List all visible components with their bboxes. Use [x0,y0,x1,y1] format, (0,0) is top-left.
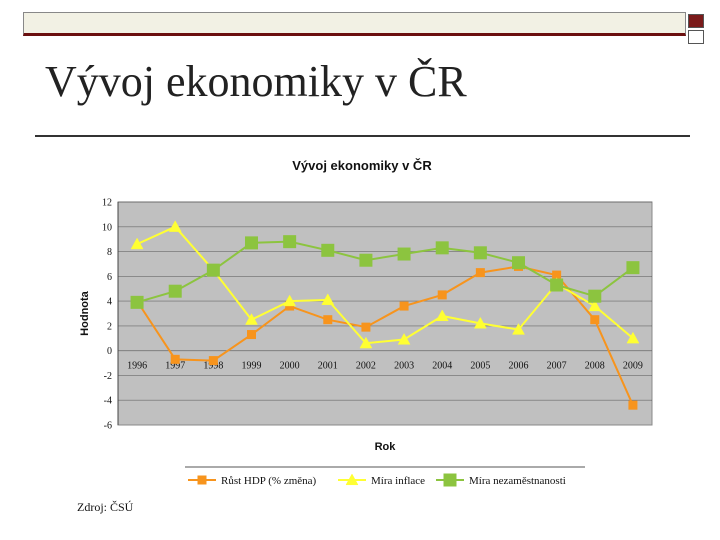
y-axis-title: Hodnota [79,290,91,335]
series-1-point [399,301,409,311]
series-1-point [323,315,333,325]
x-tick-label: 2006 [509,361,529,372]
y-tick-label: -4 [104,396,112,407]
x-tick-label: 2000 [280,361,300,372]
y-tick-label: 10 [102,222,112,233]
series-2-point [588,299,602,312]
series-3-point [206,263,220,277]
y-tick-label: -2 [104,371,112,382]
x-tick-label: 1996 [127,361,147,372]
legend-swatch-marker [443,473,457,487]
series-2-point [626,331,640,344]
series-1-point [552,270,562,280]
legend-label: Růst HDP (% změna) [221,475,317,487]
series-3-point [130,295,144,309]
series-1-point [590,315,600,325]
x-tick-label: 2005 [470,361,490,372]
series-2-point [321,293,335,305]
series-2-point [283,294,297,307]
series-2-point [245,313,258,325]
slide-corner-decoration [688,14,708,46]
series-3-point [359,253,373,267]
series-3-point [283,235,297,249]
x-tick-label: 2002 [356,361,376,372]
title-divider [35,135,690,137]
series-3-point [473,246,487,260]
series-3-point [435,241,449,255]
y-tick-label: -6 [104,421,112,432]
y-tick-label: 2 [107,321,112,332]
plot-area [117,201,653,426]
y-tick-label: 12 [102,198,112,209]
source-note: Zdroj: ČSÚ [77,500,134,514]
y-tick-label: 8 [107,247,112,258]
legend-label: Míra inflace [371,475,425,487]
series-1-point [628,400,638,410]
x-tick-label: 2003 [394,361,414,372]
y-tick-label: 6 [107,272,112,283]
series-1-point [247,330,256,340]
corner-box-dark [688,14,704,28]
series-3-point [245,236,258,250]
series-2-point [473,316,487,329]
x-tick-label: 2004 [432,361,452,372]
series-1-point [170,354,180,364]
legend-label: Míra nezaměstnanosti [469,475,566,487]
slide-title: Vývoj ekonomiky v ČR [45,57,467,106]
series-3-point [397,247,411,261]
series-1-point [361,322,371,332]
x-tick-label: 2009 [623,361,643,372]
x-tick-label: 1997 [165,361,185,372]
slide-top-bar [23,12,686,36]
series-line-1 [136,265,634,406]
x-tick-label: 1998 [203,361,223,372]
y-tick-label: 4 [107,297,112,308]
series-3-point [588,289,602,303]
series-2-point [359,336,373,349]
legend-swatch-marker [197,475,207,485]
x-tick-label: 2008 [585,361,605,372]
series-3-point [168,284,182,298]
x-tick-label: 2001 [318,361,338,372]
series-3-point [512,256,525,270]
series-2-point [397,333,411,345]
series-2-point [130,237,144,250]
series-1-point [437,290,447,300]
series-1-point [208,356,218,366]
x-tick-label: 2007 [547,361,567,372]
series-3-point [626,261,640,275]
series-2-point [435,309,449,322]
series-2-point [168,220,182,232]
y-tick-label: 0 [107,346,112,357]
series-3-point [321,243,335,257]
corner-box-light [688,30,704,44]
series-2-point [512,323,525,335]
x-axis-title: Rok [375,441,397,453]
series-3-point [550,278,564,292]
chart-title: Vývoj ekonomiky v ČR [292,158,432,173]
x-tick-label: 1999 [242,361,262,372]
legend-swatch-marker [345,473,359,486]
series-1-point [475,268,485,278]
